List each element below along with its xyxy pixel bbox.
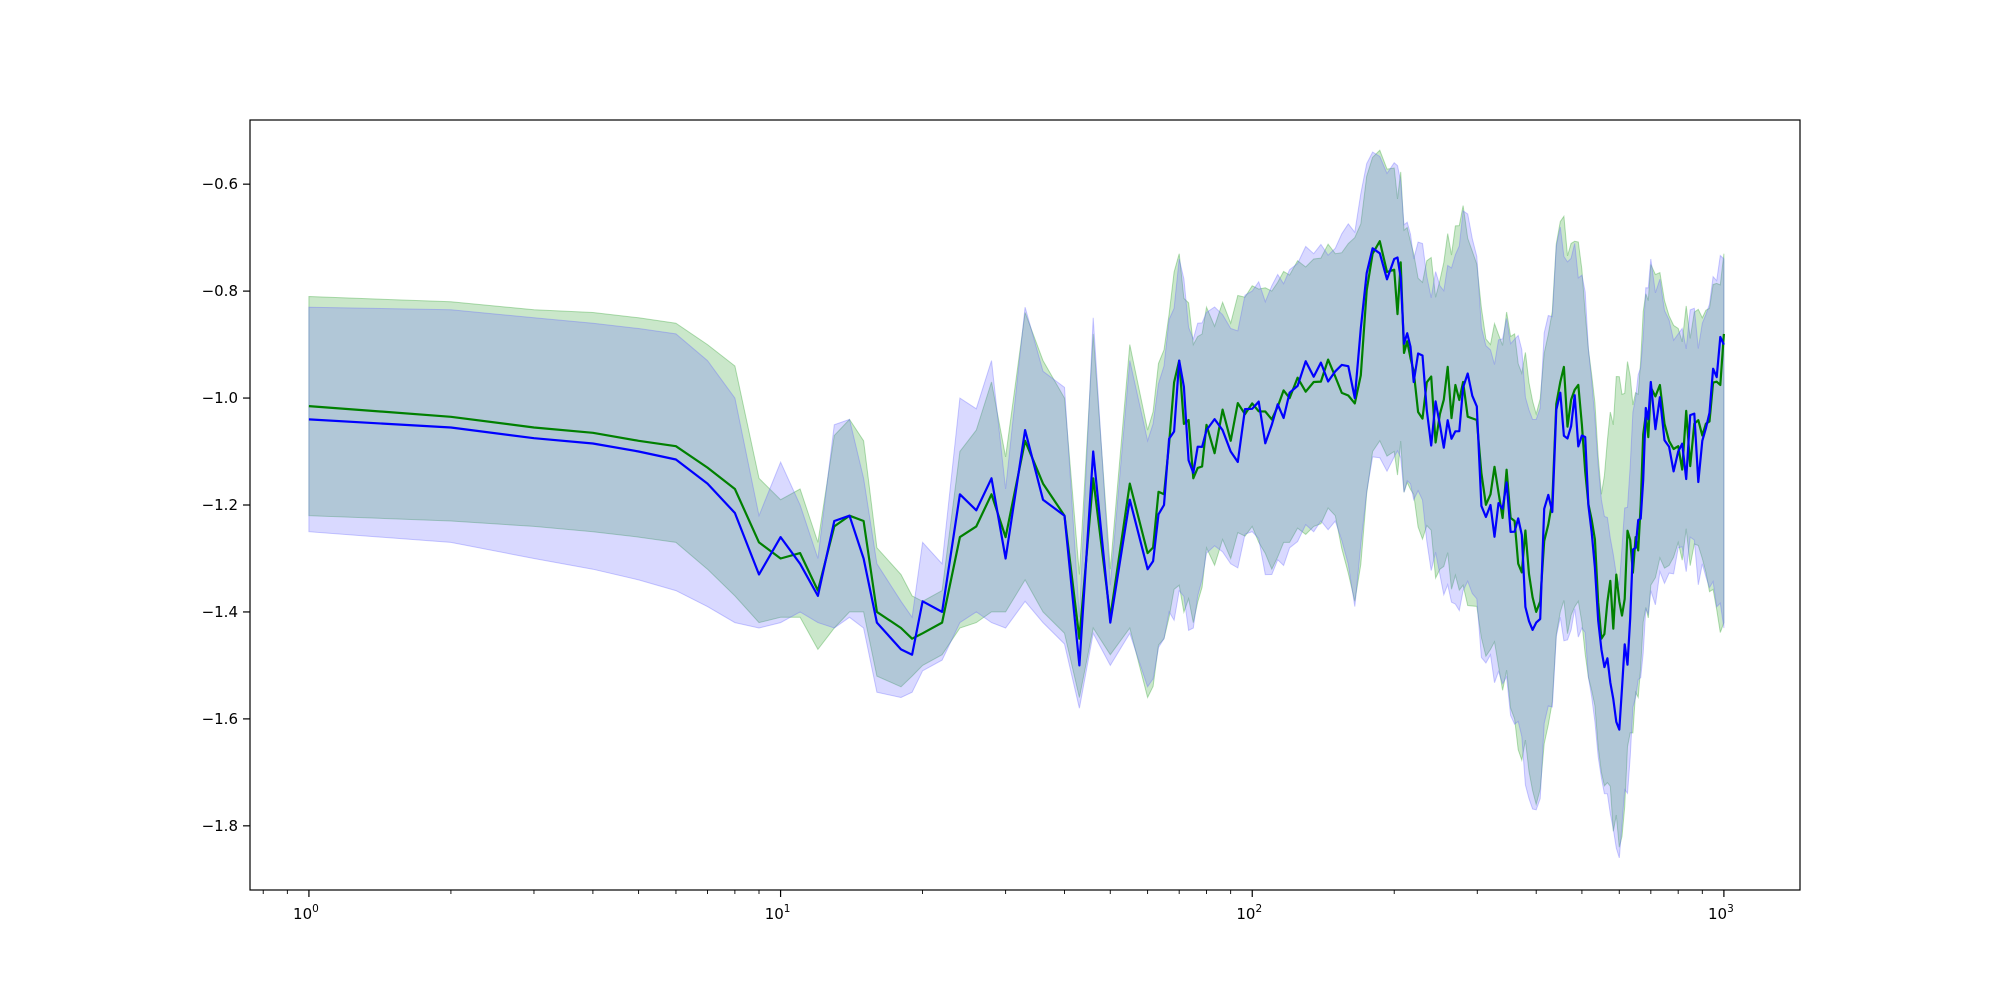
x-axis: 100 101 102 103 [262,890,1734,923]
plot-area [249,119,1801,891]
y-tick-label: −0.6 [202,175,238,193]
y-tick-label: −1.0 [202,389,238,407]
confidence-bands [308,149,1725,859]
series-1-confidence-band [308,149,1725,848]
x-tick-label: 103 [1708,903,1734,923]
series-2-line [308,247,1725,731]
y-tick-label: −1.6 [202,710,238,728]
y-tick-label: −0.8 [202,282,238,300]
series-lines [308,240,1725,731]
x-tick-label: 100 [293,903,319,923]
axes-background [250,120,1800,890]
y-tick-label: −1.4 [202,603,238,621]
y-tick-label: −1.8 [202,817,238,835]
x-tick-label: 102 [1236,903,1262,923]
series-1-line [308,240,1725,640]
series-2-confidence-band [308,151,1725,859]
x-tick-label: 101 [765,903,791,923]
y-tick-label: −1.2 [202,496,238,514]
y-axis: −0.6 −0.8 −1.0 −1.2 −1.4 −1.6 −1.8 [202,175,250,835]
